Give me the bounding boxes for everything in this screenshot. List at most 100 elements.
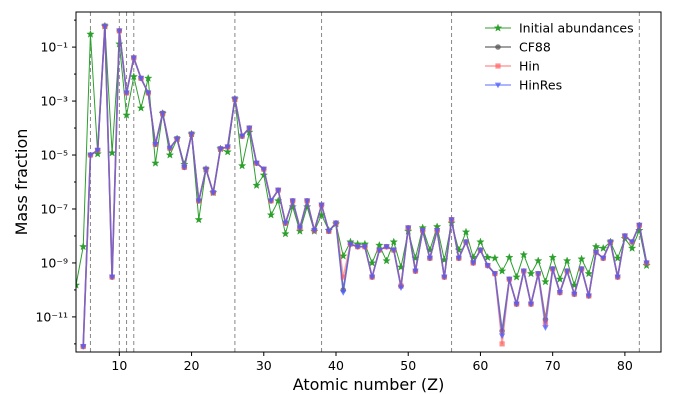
data-point-hin xyxy=(340,274,346,280)
data-point-hinres xyxy=(636,222,643,229)
series-line-initial-abundances xyxy=(76,25,648,286)
data-point-initial-abundances xyxy=(519,250,528,259)
data-point-initial-abundances xyxy=(375,240,384,249)
data-point-hinres xyxy=(535,271,542,277)
data-point-hinres xyxy=(173,136,181,142)
data-point-initial-abundances xyxy=(454,245,463,254)
data-point-hinres xyxy=(87,152,94,159)
data-point-initial-abundances xyxy=(259,170,268,179)
data-point-hinres xyxy=(260,166,267,173)
data-point-initial-abundances xyxy=(122,110,131,119)
series-layer xyxy=(76,21,651,350)
data-point-hinres xyxy=(137,75,145,82)
data-point-hinres xyxy=(527,301,535,308)
data-point-initial-abundances xyxy=(237,161,247,170)
data-point-initial-abundances xyxy=(497,266,507,275)
data-point-hinres xyxy=(246,125,253,132)
data-point-initial-abundances xyxy=(534,256,543,265)
data-point-initial-abundances xyxy=(599,243,608,252)
legend-marker-initial-abundances xyxy=(493,23,503,32)
data-point-hinres xyxy=(477,247,484,254)
legend-item-hin: Hin xyxy=(485,59,540,74)
data-point-initial-abundances xyxy=(577,254,586,263)
data-point-hinres xyxy=(470,260,477,267)
data-point-hinres xyxy=(462,239,470,246)
data-point-hinres xyxy=(101,23,109,30)
data-point-hinres xyxy=(397,285,405,291)
data-point-initial-abundances xyxy=(281,229,290,238)
data-point-hinres xyxy=(123,90,130,97)
data-point-hinres xyxy=(202,166,210,173)
data-point-initial-abundances xyxy=(490,253,500,262)
legend-marker-hinres xyxy=(494,82,502,89)
data-point-hinres xyxy=(188,131,195,138)
data-point-initial-abundances xyxy=(76,280,81,289)
data-point-hinres xyxy=(347,241,354,248)
data-point-initial-abundances xyxy=(541,277,550,286)
data-point-hinres xyxy=(578,266,585,273)
series-line-hin xyxy=(82,25,648,347)
data-point-initial-abundances xyxy=(144,73,153,82)
data-point-hinres xyxy=(195,198,202,205)
data-point-hinres xyxy=(318,202,325,209)
data-point-initial-abundances xyxy=(555,274,565,283)
data-point-initial-abundances xyxy=(129,72,138,81)
series-initial-abundances xyxy=(76,21,651,289)
data-point-hinres xyxy=(513,301,520,308)
data-point-initial-abundances xyxy=(107,148,117,157)
data-point-hinres xyxy=(253,160,260,167)
y-tick-label: 10⁻¹ xyxy=(40,40,68,55)
legend-label-hin: Hin xyxy=(519,59,540,74)
y-axis-label: Mass fraction xyxy=(12,129,31,236)
y-tick-label: 10⁻⁵ xyxy=(40,148,68,163)
data-point-initial-abundances xyxy=(136,103,146,112)
x-tick-label: 80 xyxy=(617,358,633,373)
data-point-initial-abundances xyxy=(526,269,536,278)
data-point-hinres xyxy=(108,274,116,281)
data-point-initial-abundances xyxy=(548,253,557,261)
series-hin xyxy=(80,23,650,350)
data-point-hinres xyxy=(614,274,621,281)
data-point-hinres xyxy=(231,96,239,103)
y-tick-label: 10⁻⁷ xyxy=(40,201,68,216)
data-point-hinres xyxy=(506,276,513,283)
data-point-hinres xyxy=(556,290,564,296)
plot-frame xyxy=(75,11,662,353)
data-point-hinres xyxy=(419,228,426,234)
data-point-hinres xyxy=(217,146,224,153)
data-point-hinres xyxy=(354,244,361,250)
data-point-hinres xyxy=(275,187,282,194)
data-point-hinres xyxy=(80,344,87,350)
y-tick-label: 10⁻³ xyxy=(40,94,68,109)
legend-item-initial-abundances: Initial abundances xyxy=(485,21,634,36)
data-point-hinres xyxy=(145,90,152,97)
data-point-hinres xyxy=(405,225,412,232)
data-point-hinres xyxy=(383,244,390,250)
data-point-hinres xyxy=(94,147,101,154)
legend-label-cf88: CF88 xyxy=(519,40,551,55)
data-point-hinres xyxy=(296,225,304,232)
data-point-initial-abundances xyxy=(86,29,95,38)
series-cf88 xyxy=(80,23,650,350)
legend-marker-cf88 xyxy=(495,44,501,50)
data-point-hinres xyxy=(289,198,296,205)
x-tick-label: 30 xyxy=(256,358,272,373)
data-point-hinres xyxy=(152,141,159,148)
data-point-hinres xyxy=(282,220,289,227)
data-point-hinres xyxy=(412,268,419,275)
data-point-hinres xyxy=(441,274,448,281)
data-point-initial-abundances xyxy=(635,226,644,234)
data-point-initial-abundances xyxy=(266,210,276,219)
data-point-hinres xyxy=(643,260,650,267)
data-point-initial-abundances xyxy=(512,272,521,281)
vertical-reference-lines xyxy=(89,12,640,352)
data-point-hinres xyxy=(563,268,571,275)
x-tick-label: 70 xyxy=(545,358,561,373)
data-point-initial-abundances xyxy=(584,269,593,278)
y-tick-label: 10⁻¹¹ xyxy=(35,309,68,324)
data-point-hinres xyxy=(549,266,556,273)
data-point-initial-abundances xyxy=(483,253,492,261)
y-tick-label: 10⁻⁹ xyxy=(40,255,68,270)
data-point-initial-abundances xyxy=(627,243,637,252)
